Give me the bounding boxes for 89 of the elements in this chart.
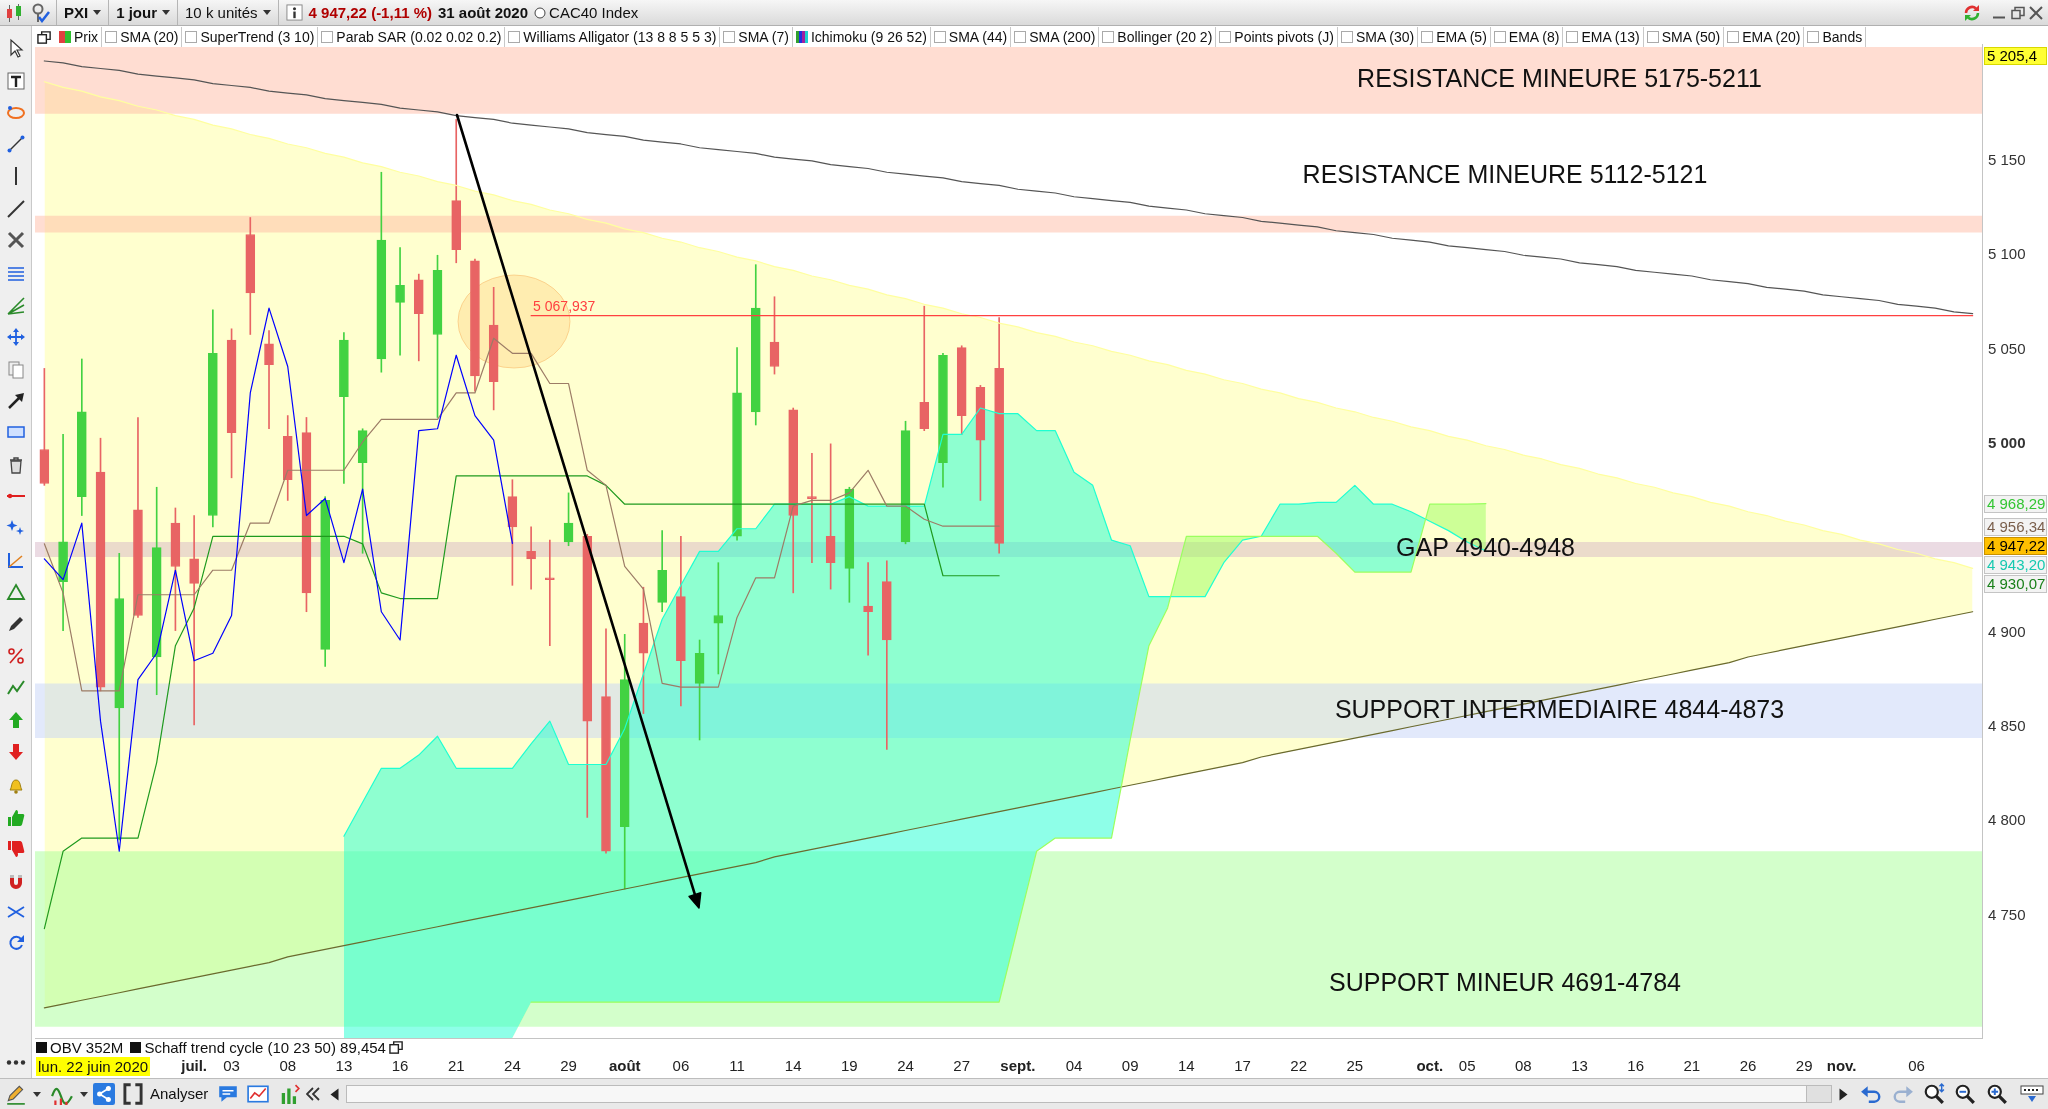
x-tick-label: 08	[1514, 1057, 1532, 1075]
text: CAC40 Index	[549, 4, 639, 21]
annotation: SMA (30)	[1355, 29, 1415, 45]
annotation: EMA (8)	[1508, 29, 1560, 45]
y-tick-label: 5 050	[1988, 339, 2026, 357]
x-tick-label: 05	[1458, 1057, 1476, 1075]
x-tick-label: 25	[1346, 1057, 1364, 1075]
x-tick-label: 14	[1178, 1057, 1195, 1075]
annotation: EMA (13)	[1581, 29, 1640, 45]
annotation: EMA (5)	[1436, 29, 1487, 45]
candlestick	[807, 452, 817, 564]
text: Analyser	[150, 1085, 209, 1102]
x-tick-label: oct.	[1416, 1057, 1444, 1075]
candlestick	[395, 247, 405, 356]
y-tick-label: 5 100	[1988, 245, 2026, 263]
annotation: Prix	[74, 29, 99, 45]
annotation: SuperTrend (3 10)	[200, 29, 315, 45]
x-tick-label: 26	[1739, 1057, 1757, 1075]
annotation: Schaff trend cycle (10 23 50) 89,454	[144, 1038, 386, 1056]
x-tick-label: 24	[897, 1057, 914, 1075]
candlestick	[545, 539, 555, 647]
text: PXI	[64, 4, 89, 21]
annotation: Points pivots (J)	[1234, 29, 1334, 45]
y-tick-label: 5 150	[1988, 151, 2026, 169]
x-tick-label: 11	[729, 1057, 745, 1075]
x-tick-label: 13	[335, 1057, 353, 1075]
x-tick-label: 22	[1290, 1057, 1308, 1075]
x-tick-label: 03	[223, 1057, 240, 1075]
x-tick-label: 17	[1234, 1057, 1251, 1075]
y-tick-label: 4 900	[1988, 622, 2026, 640]
annotation: Parab SAR (0.02 0.02 0.2)	[336, 29, 502, 45]
band-label: RESISTANCE MINEURE 5175-5211	[1357, 63, 1762, 92]
x-tick-label: 06	[672, 1057, 690, 1075]
text: 4 968,29	[1984, 495, 2047, 513]
x-tick-label: sept.	[1000, 1057, 1036, 1075]
annotation: SMA (20)	[120, 29, 179, 45]
annotation: SMA (50)	[1661, 29, 1721, 45]
x-tick-label: 08	[279, 1057, 297, 1075]
candlestick	[863, 562, 873, 656]
annotation: SMA (200)	[1029, 29, 1096, 45]
band-label: GAP 4940-4948	[1396, 533, 1575, 562]
band-label: RESISTANCE MINEURE 5112-5121	[1302, 159, 1708, 188]
text: 31 août 2020	[438, 4, 529, 21]
x-tick-label: nov.	[1826, 1057, 1857, 1075]
x-tick-label: 06	[1908, 1057, 1925, 1075]
text: 10 k unités	[185, 4, 258, 21]
y-tick-label: 4 800	[1988, 811, 2026, 829]
annotation: 5 067,937	[533, 297, 596, 314]
x-tick-label: 21	[447, 1057, 465, 1075]
candlestick	[919, 305, 930, 431]
candlestick	[526, 526, 536, 590]
text: 4 947,22 (-1,11 %)	[308, 4, 432, 21]
annotation: Bollinger (20 2)	[1117, 29, 1213, 45]
x-tick-label: 19	[841, 1057, 858, 1075]
annotation: Williams Alligator (13 8 8 5 5 3)	[523, 29, 717, 45]
text: 4 943,20	[1984, 556, 2047, 574]
x-tick-label: 16	[391, 1057, 409, 1075]
x-tick-label: 29	[1795, 1057, 1813, 1075]
candlestick	[713, 562, 724, 675]
annotation: Ichimoku (9 26 52)	[810, 29, 927, 45]
annotation: SMA (7)	[738, 29, 789, 45]
text: 4 947,22	[1984, 537, 2047, 555]
text: 4 930,07	[1984, 575, 2047, 593]
x-tick-label: août	[608, 1057, 641, 1075]
x-tick-label: 16	[1627, 1057, 1644, 1075]
annotation: Bands	[1822, 29, 1863, 45]
annotation: OBV 352M	[50, 1038, 124, 1056]
x-tick-label: 13	[1571, 1057, 1588, 1075]
candlestick	[189, 515, 199, 726]
x-tick-label: 14	[784, 1057, 802, 1075]
y-tick-label: 4 850	[1988, 716, 2026, 734]
y-tick-label: 4 750	[1988, 905, 2026, 923]
candlestick	[264, 330, 274, 430]
band-label: SUPPORT MINEUR 4691-4784	[1328, 967, 1682, 996]
x-tick-label: 09	[1121, 1057, 1139, 1075]
x-tick-label: 04	[1065, 1057, 1083, 1075]
text: 5 205,4	[1984, 47, 2047, 65]
annotation: EMA (20)	[1742, 29, 1801, 45]
x-tick-label: 27	[953, 1057, 971, 1075]
x-tick-label: 24	[504, 1057, 521, 1075]
y-tick-label: 5 000	[1988, 434, 2026, 451]
text: 1 jour	[116, 4, 158, 21]
x-tick-label: juil.	[180, 1057, 208, 1075]
candlestick	[58, 434, 68, 631]
text: lun. 22 juin 2020	[36, 1057, 151, 1076]
x-tick-label: 29	[560, 1057, 577, 1075]
annotation: SMA (44)	[948, 29, 1008, 45]
text: 4 956,34	[1984, 518, 2047, 536]
x-tick-label: 21	[1683, 1057, 1701, 1075]
